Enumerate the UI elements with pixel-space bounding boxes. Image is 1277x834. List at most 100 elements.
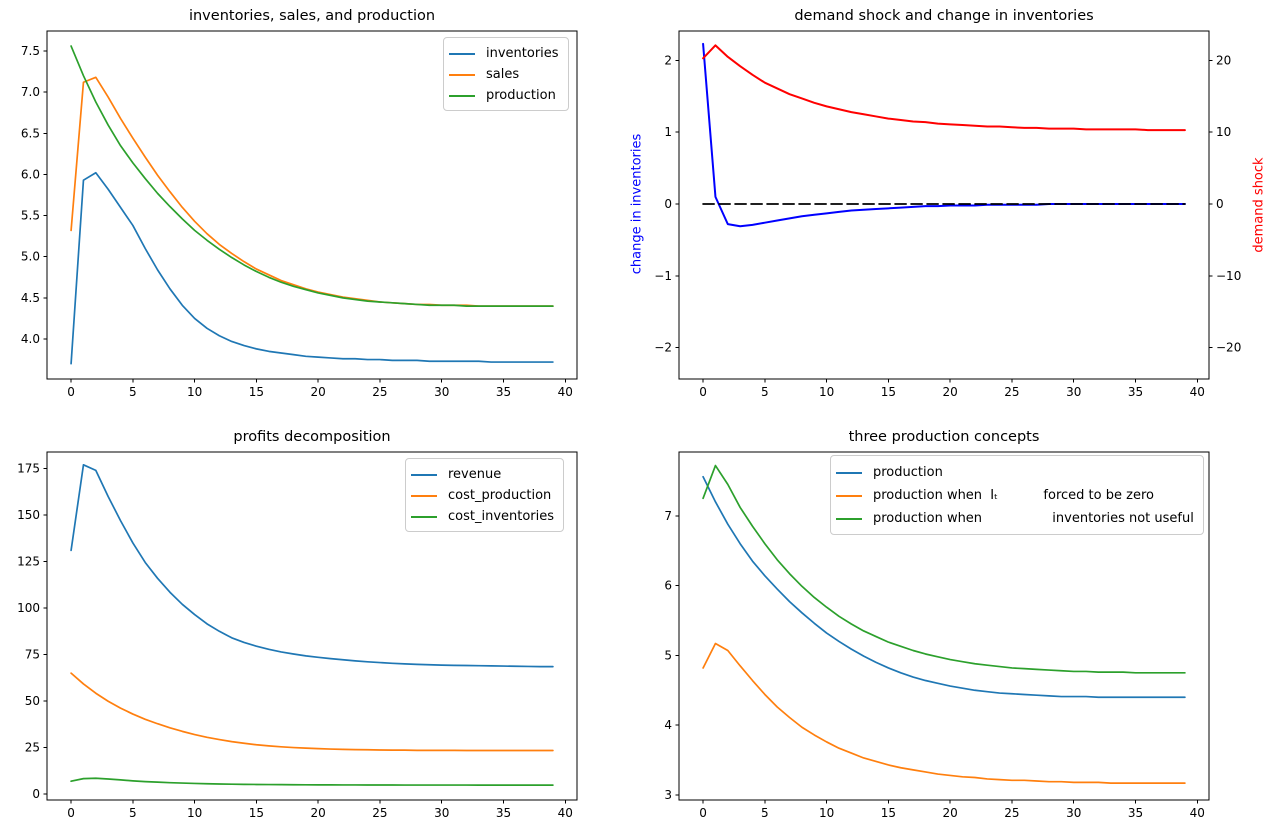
subplot-inventories-sales-production: 0 5 10 15 20 25 30 35 40 4.0 4.5 5.0 5.5 6.0 6.5 7.0 7.5 — [21, 30, 578, 399]
series-production — [702, 475, 1186, 699]
axes-frame — [678, 30, 1210, 380]
x-tick-label: 30 — [1066, 385, 1081, 399]
x-tick-label: 40 — [1190, 806, 1205, 820]
y-tick-label: 7.0 — [21, 85, 40, 99]
legend-item: production when Iₜ forced to be zero — [836, 484, 1194, 507]
x-tick-label: 20 — [311, 806, 326, 820]
x-tick-label: 15 — [881, 385, 896, 399]
y-tick-label-right: 10 — [1216, 125, 1231, 139]
x-tick-label: 5 — [129, 385, 137, 399]
series-demand-shock — [702, 44, 1186, 132]
x-tick-label: 5 — [761, 806, 769, 820]
x-tick-label: 0 — [699, 806, 707, 820]
x-tick-label: 40 — [1190, 385, 1205, 399]
x-tick-label: 25 — [372, 385, 387, 399]
series-production-when-It-forced-zero — [702, 642, 1186, 784]
x-tick-label: 30 — [1066, 806, 1081, 820]
y-tick-label: 5.5 — [21, 209, 40, 223]
y-tick-label: 4 — [664, 718, 672, 732]
y-tick-label: −2 — [654, 341, 672, 355]
legend-line-sample — [449, 73, 475, 76]
x-tick-label: 25 — [1004, 385, 1019, 399]
legend-line-sample — [411, 494, 437, 497]
y-tick-label: 150 — [17, 508, 40, 522]
legend-profits-decomposition: revenue cost_production cost_inventories — [405, 458, 565, 532]
title-demand-shock-change-inventories: demand shock and change in inventories — [794, 8, 1094, 24]
y-tick-label-right: −10 — [1216, 269, 1241, 283]
x-tick-label: 25 — [372, 806, 387, 820]
y-tick-label: 6 — [664, 579, 672, 593]
legend-label: sales — [486, 67, 520, 82]
x-tick-label: 0 — [67, 806, 75, 820]
subplot-three-production-concepts: 0 5 10 15 20 25 30 35 40 3 4 5 6 7 — [664, 451, 1210, 820]
legend-line-sample — [449, 52, 475, 55]
y-tick-label: −1 — [654, 269, 672, 283]
y-tick-label: 3 — [664, 788, 672, 802]
y-tick-label: 100 — [17, 601, 40, 615]
subplot-profits-decomposition: 0 5 10 15 20 25 30 35 40 0 25 50 75 100 125 150 175 — [17, 451, 578, 820]
x-tick-label: 30 — [434, 806, 449, 820]
x-tick-label: 35 — [496, 385, 511, 399]
legend-three-production-concepts: production production when Iₜ forced to b… — [830, 455, 1204, 535]
x-tick-label: 5 — [129, 806, 137, 820]
y-tick-label: 5.0 — [21, 250, 40, 264]
x-tick-label: 10 — [187, 806, 202, 820]
legend-item: cost_production — [411, 485, 554, 506]
axes-frame — [678, 451, 1210, 801]
y-tick-label-right: −20 — [1216, 341, 1241, 355]
x-tick-label: 15 — [881, 806, 896, 820]
y-tick-label: 2 — [664, 53, 672, 67]
y-tick-label-right: 0 — [1216, 197, 1224, 211]
y-tick-label: 25 — [25, 741, 40, 755]
series-revenue — [70, 463, 554, 668]
legend-item: production — [449, 85, 559, 106]
y-axis-label-demand-shock: demand shock — [1251, 157, 1267, 253]
x-tick-label: 25 — [1004, 806, 1019, 820]
y-tick-label: 7 — [664, 509, 672, 523]
y-axis-label-change-in-inventories: change in inventories — [629, 133, 645, 275]
x-tick-label: 35 — [1128, 385, 1143, 399]
x-tick-label: 10 — [819, 806, 834, 820]
legend-item: sales — [449, 64, 559, 85]
legend-line-sample — [836, 494, 862, 497]
y-tick-label: 175 — [17, 462, 40, 476]
y-tick-label: 4.5 — [21, 291, 40, 305]
y-tick-label: 125 — [17, 555, 40, 569]
title-inventories-sales-production: inventories, sales, and production — [188, 8, 436, 24]
legend-label: production — [486, 88, 556, 103]
series-production-when-inventories-not-useful — [702, 464, 1186, 674]
y-tick-label: 50 — [25, 694, 40, 708]
series-cost_production — [70, 672, 554, 752]
legend-line-sample — [411, 473, 437, 476]
legend-inventories-sales-production: inventories sales production — [443, 37, 569, 111]
x-tick-label: 0 — [67, 385, 75, 399]
x-tick-label: 15 — [249, 806, 264, 820]
x-tick-label: 20 — [943, 806, 958, 820]
title-profits-decomposition: profits decomposition — [233, 429, 391, 445]
y-tick-label: 0 — [664, 197, 672, 211]
legend-item: production — [836, 461, 1194, 484]
legend-line-sample — [449, 94, 475, 97]
legend-label: revenue — [448, 467, 502, 482]
x-tick-label: 15 — [249, 385, 264, 399]
legend-label: production — [873, 465, 943, 480]
series-cost_inventories — [70, 777, 554, 786]
x-tick-label: 10 — [819, 385, 834, 399]
y-tick-label: 7.5 — [21, 44, 40, 58]
x-tick-label: 0 — [699, 385, 707, 399]
x-tick-label: 40 — [558, 385, 573, 399]
y-tick-label: 5 — [664, 648, 672, 662]
legend-line-sample — [411, 515, 437, 518]
legend-item: revenue — [411, 464, 554, 485]
legend-label: cost_production — [448, 488, 552, 503]
y-tick-label: 1 — [664, 125, 672, 139]
series-inventories — [70, 171, 554, 365]
x-tick-label: 5 — [761, 385, 769, 399]
legend-label: production when inventories not useful — [873, 511, 1194, 526]
x-tick-label: 30 — [434, 385, 449, 399]
legend-label: inventories — [486, 46, 559, 61]
legend-item: inventories — [449, 43, 559, 64]
y-tick-label: 0 — [32, 787, 40, 801]
